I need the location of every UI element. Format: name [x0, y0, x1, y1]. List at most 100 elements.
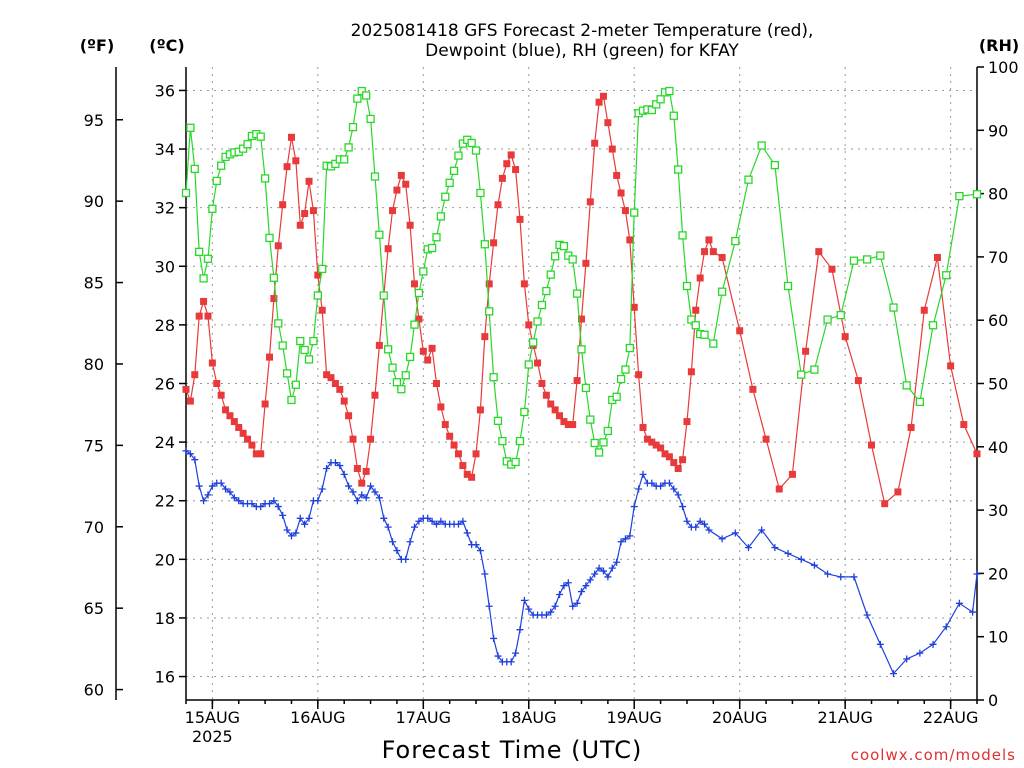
dewpoint-point [512, 649, 520, 657]
dewpoint-point [863, 611, 871, 619]
fahrenheit-tick-label: 85 [84, 274, 104, 293]
temperature-point [200, 297, 208, 305]
dewpoint-point [903, 655, 911, 663]
rh-point [862, 255, 872, 264]
temperature-point [560, 418, 568, 426]
rh-point [449, 166, 459, 175]
dewpoint-point [393, 547, 401, 555]
temperature-point [815, 248, 823, 256]
axes-layer: 16 18 20 22 24 26 28 30 32 34 36 60 65 70 75 80 85 90 95 0 1… [84, 58, 1019, 746]
temperature-point [736, 327, 744, 335]
rh-point [876, 251, 885, 260]
dewpoint-point [389, 538, 397, 546]
rh-point [533, 317, 542, 326]
rh-point [199, 274, 208, 283]
rh-point [691, 321, 700, 330]
time-tick-sublabel: 2025 [192, 727, 233, 746]
temperature-point [630, 303, 638, 311]
rh-point [441, 192, 450, 201]
temperature-point [358, 479, 366, 487]
rh-point [419, 267, 428, 276]
dewpoint-point [929, 640, 937, 648]
celsius-tick-label: 16 [155, 668, 175, 687]
temperature-point [389, 207, 397, 215]
dewpoint-point [494, 652, 502, 660]
dewpoint-point [591, 570, 599, 578]
rh-point [476, 188, 485, 198]
dewpoint-point [731, 529, 739, 537]
rh-point [265, 233, 274, 243]
dewpoint-point [265, 500, 273, 508]
rh-point [309, 336, 318, 346]
dewpoint-point [186, 450, 194, 458]
dewpoint-point [226, 488, 234, 496]
rh-point [836, 310, 845, 320]
temperature-point [257, 450, 265, 458]
temperature-point [195, 312, 203, 320]
dewpoint-point [674, 491, 682, 499]
temperature-point [305, 177, 313, 185]
temperature-point [265, 353, 273, 361]
dewpoint-point [345, 482, 353, 490]
temperature-point [841, 333, 849, 341]
celsius-tick-label: 24 [155, 433, 175, 452]
rh-point [304, 355, 314, 364]
dewpoint-point [481, 570, 489, 578]
rh-point [243, 140, 252, 149]
series-layer [181, 86, 982, 678]
dewpoint-point [287, 532, 295, 540]
dewpoint-point [270, 497, 278, 505]
dewpoint-point [701, 520, 709, 528]
dewpoint-point [314, 497, 322, 505]
dewpoint-point [222, 485, 230, 493]
rh-point [599, 438, 608, 447]
temperature-point [670, 459, 678, 467]
dewpoint-point [683, 517, 691, 525]
dewpoint-point [718, 535, 726, 543]
fahrenheit-tick-label: 90 [84, 192, 104, 211]
temperature-point [428, 344, 436, 352]
dewpoint-point [670, 485, 678, 493]
dewpoint-point [890, 670, 898, 678]
rh-point [410, 320, 419, 329]
dewpoint-point [472, 541, 480, 549]
temperature-point [472, 450, 480, 458]
temperature-point [450, 441, 458, 449]
temperature-point [775, 485, 783, 493]
rh-point [362, 91, 371, 100]
rh-point [401, 371, 410, 380]
rh-point [353, 94, 362, 103]
temperature-point [270, 295, 278, 303]
temperature-point [868, 441, 876, 449]
rh-point [256, 132, 265, 141]
dewpoint-point [424, 514, 432, 522]
rh-point [485, 307, 494, 316]
temperature-point [586, 198, 594, 206]
rh-point [436, 212, 446, 221]
dewpoint-point [771, 544, 779, 552]
temperature-point [564, 421, 572, 429]
rh-point [181, 188, 191, 198]
dewpoint-point [353, 497, 361, 505]
dewpoint-point [696, 517, 704, 525]
temperature-point [696, 274, 704, 282]
dewpoint-point [380, 514, 388, 522]
rh-point [823, 315, 832, 324]
rh-point [383, 345, 393, 354]
rh-point [630, 208, 639, 217]
dewpoint-point [613, 558, 621, 566]
temperature-point [894, 488, 902, 496]
temperature-point [538, 380, 546, 387]
rh-point [370, 172, 380, 181]
time-tick-label: 16AUG [290, 708, 345, 727]
temperature-point [516, 215, 524, 223]
rh-point [366, 114, 375, 124]
temperature-point [709, 248, 717, 256]
rh-point [709, 339, 718, 348]
temperature-point [375, 341, 383, 349]
rh-point [889, 303, 898, 312]
x-axis-title: Forecast Time (UTC) [382, 736, 643, 764]
dewpoint-point [876, 640, 884, 648]
dewpoint-point [850, 573, 858, 581]
